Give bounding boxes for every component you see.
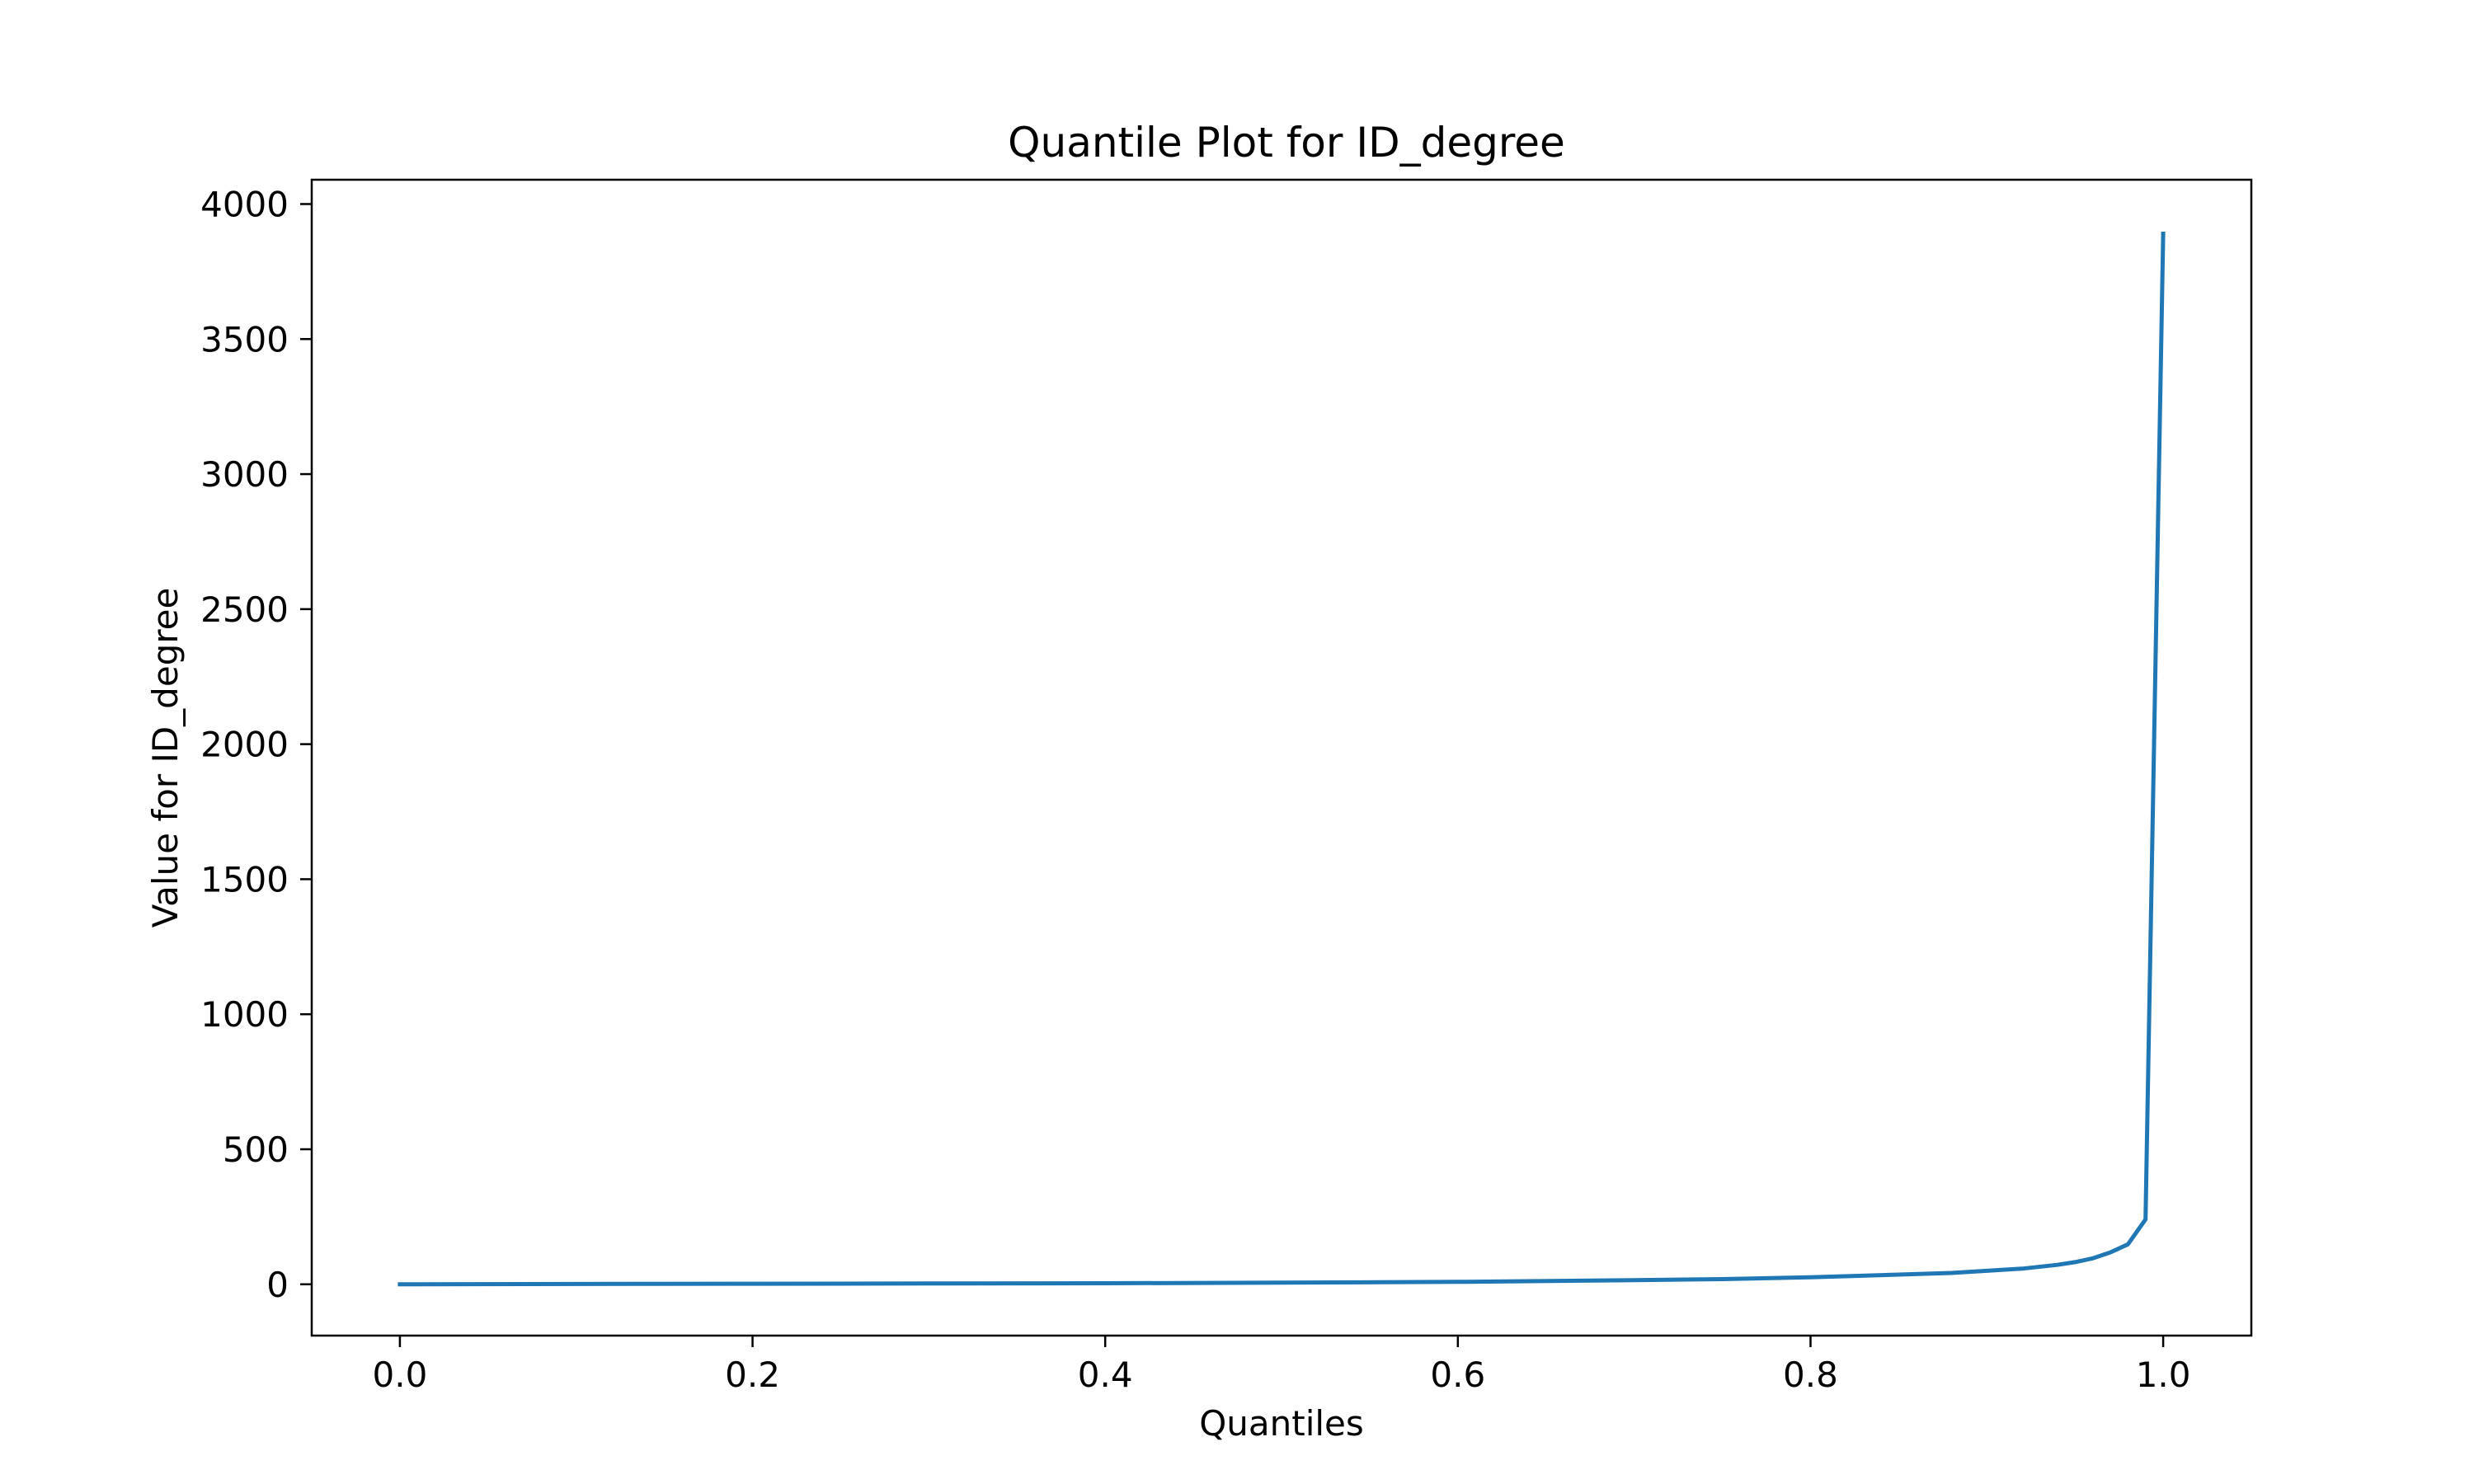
y-tick-label: 0 bbox=[266, 1265, 289, 1305]
x-axis-ticks: 0.0 0.2 0.4 0.6 0.8 1.0 bbox=[373, 1336, 2191, 1395]
y-tick-label: 500 bbox=[223, 1129, 289, 1170]
x-tick-label: 0.0 bbox=[373, 1355, 428, 1395]
y-tick-label: 3000 bbox=[200, 454, 289, 495]
x-tick-label: 0.8 bbox=[1783, 1355, 1838, 1395]
y-tick-label: 2000 bbox=[200, 725, 289, 765]
y-tick-label: 3500 bbox=[200, 319, 289, 359]
x-tick-label: 0.6 bbox=[1430, 1355, 1485, 1395]
x-tick-label: 0.4 bbox=[1078, 1355, 1133, 1395]
plot-area bbox=[397, 231, 2166, 1287]
x-tick-label: 1.0 bbox=[2136, 1355, 2191, 1395]
y-tick-label: 1000 bbox=[200, 994, 289, 1035]
chart-title: Quantile Plot for ID_degree bbox=[1008, 119, 1565, 167]
series-line-0 bbox=[397, 231, 2166, 1287]
plot-frame bbox=[310, 178, 2253, 1337]
y-axis-ticks: 0 500 1000 1500 2000 2500 3000 3500 4000 bbox=[200, 184, 312, 1305]
x-axis-label: Quantiles bbox=[1199, 1403, 1364, 1444]
y-tick-label: 4000 bbox=[200, 184, 289, 224]
x-tick-label: 0.2 bbox=[725, 1355, 780, 1395]
y-tick-label: 1500 bbox=[200, 859, 289, 899]
y-axis-label: Value for ID_degree bbox=[145, 588, 186, 928]
y-tick-label: 2500 bbox=[200, 589, 289, 630]
